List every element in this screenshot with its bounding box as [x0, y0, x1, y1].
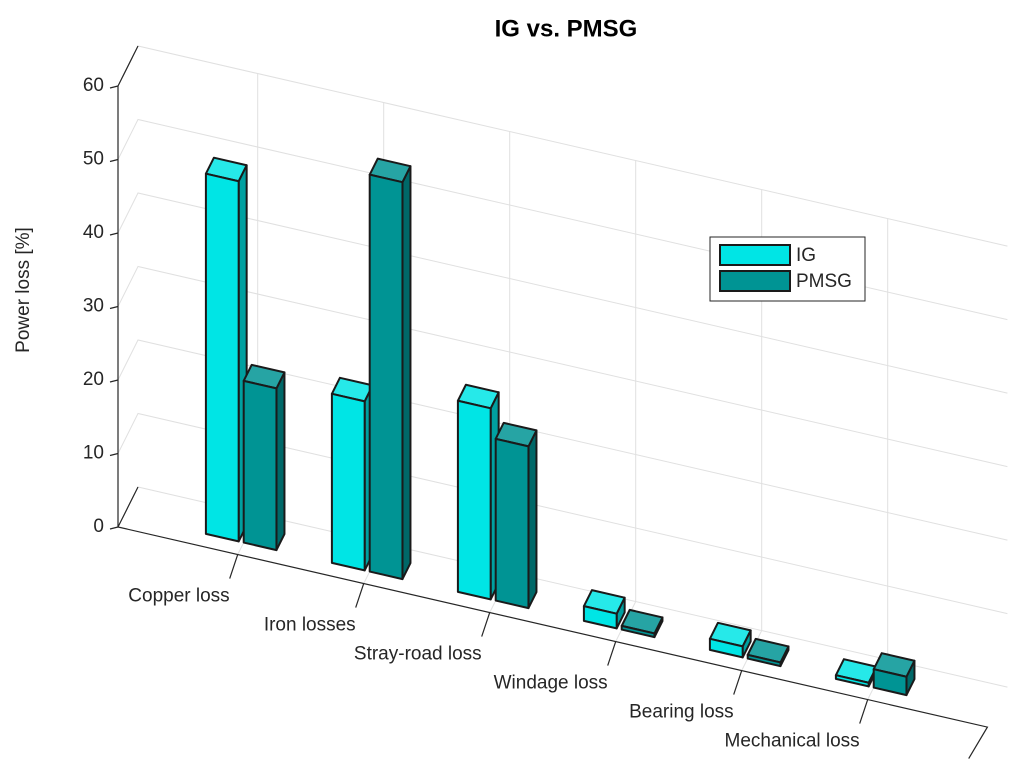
- bar: [872, 668, 908, 697]
- bar-side: [401, 165, 412, 581]
- x-tick-label: Stray-road loss: [354, 644, 482, 665]
- legend-label: IG: [796, 245, 816, 266]
- axis-line: [117, 486, 139, 528]
- y-tick: [109, 305, 119, 310]
- legend-label: PMSG: [796, 271, 852, 292]
- y-tick-label: 50: [83, 149, 104, 170]
- bar: [834, 674, 870, 688]
- chart-title: IG vs. PMSG: [495, 15, 638, 42]
- y-tick-label: 20: [83, 369, 104, 390]
- bar: [494, 437, 530, 610]
- x-tick: [229, 554, 239, 579]
- y-tick-label: 60: [83, 75, 104, 96]
- bar: [456, 399, 492, 601]
- y-tick: [109, 232, 119, 236]
- bar: [746, 653, 782, 668]
- y-tick-label: 10: [83, 443, 104, 464]
- y-tick: [109, 526, 119, 530]
- x-tick: [355, 583, 365, 608]
- x-tick-label: Copper loss: [128, 586, 229, 607]
- x-tick: [859, 699, 869, 724]
- x-tick: [733, 670, 743, 695]
- grid-line: [117, 412, 1008, 615]
- y-tick: [109, 379, 119, 383]
- y-tick: [109, 85, 119, 89]
- bar: [242, 379, 278, 552]
- y-tick-label: 0: [93, 516, 104, 537]
- x-tick-label: Iron losses: [264, 615, 356, 636]
- grid-line: [117, 265, 1008, 468]
- grid-line: [117, 339, 1008, 541]
- x-tick-label: Windage loss: [494, 673, 608, 694]
- axis-line: [117, 86, 989, 759]
- y-tick: [109, 452, 119, 457]
- y-tick-label: 40: [83, 222, 104, 243]
- y-axis-label: Power loss [%]: [13, 227, 34, 353]
- y-tick: [109, 158, 119, 163]
- bar: [330, 392, 366, 572]
- bar: [708, 637, 744, 659]
- bar: [582, 605, 618, 630]
- bar: [204, 172, 240, 543]
- y-tick-label: 30: [83, 296, 104, 317]
- x-tick-label: Mechanical loss: [725, 731, 860, 752]
- axis-line: [117, 45, 139, 87]
- legend-swatch: [719, 244, 791, 266]
- bar-side: [527, 429, 538, 610]
- bar-side: [275, 371, 286, 552]
- bar: [368, 173, 404, 581]
- x-tick: [607, 641, 617, 666]
- legend-swatch: [719, 270, 791, 292]
- bar: [620, 624, 656, 639]
- x-tick: [481, 612, 491, 637]
- grid-line: [117, 192, 1008, 394]
- x-tick-label: Bearing loss: [629, 702, 734, 723]
